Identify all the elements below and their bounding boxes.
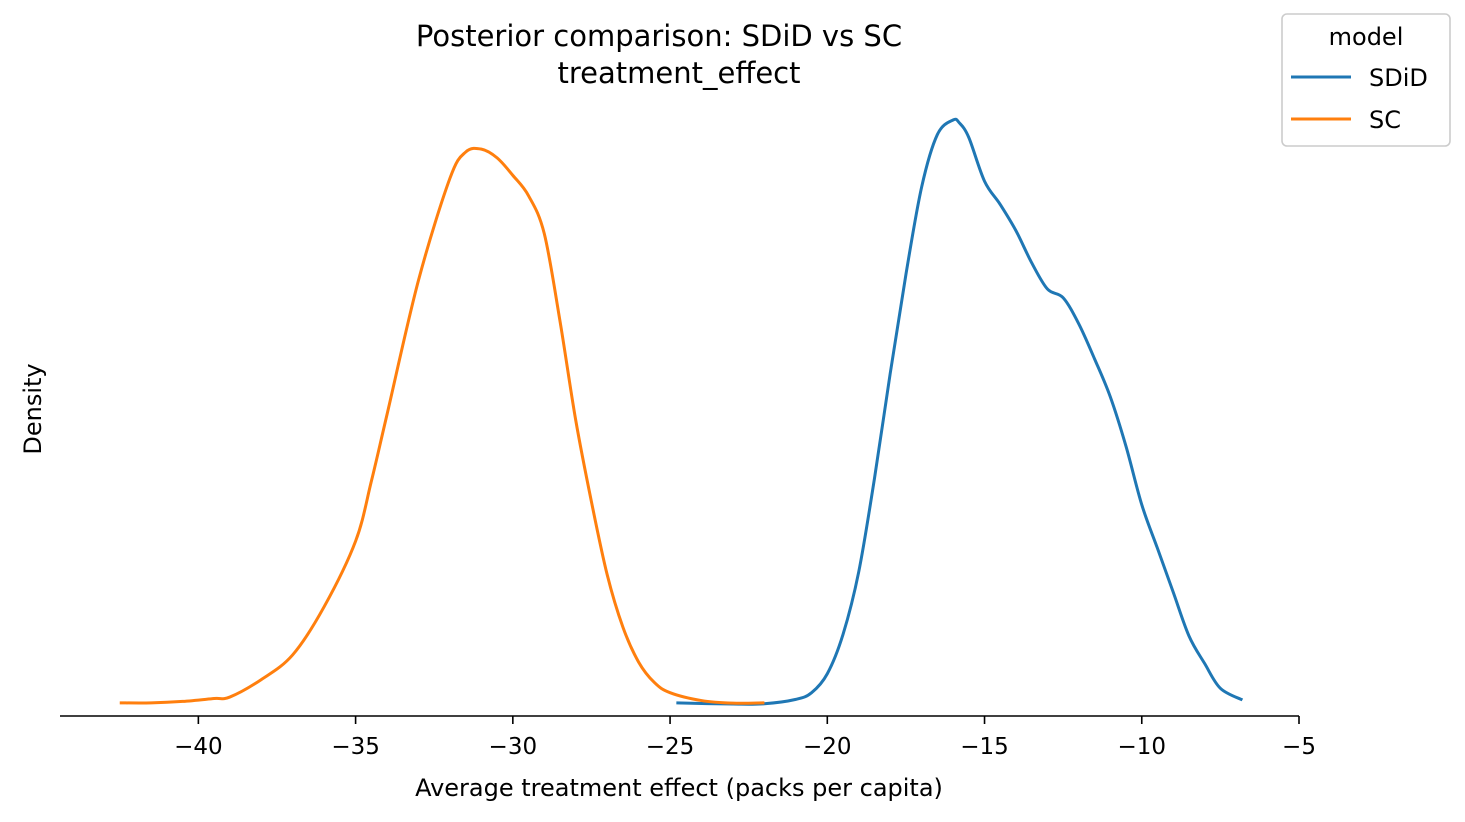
x-tick-label: −20 (803, 734, 852, 760)
x-axis-ticks: −40 −35 −30 −25 −20 −15 −10 −5 (174, 716, 1316, 760)
series-line-sdid (676, 117, 1244, 706)
series-line-sc (119, 146, 765, 705)
legend-title: model (1329, 23, 1404, 51)
y-axis-label: Density (19, 363, 47, 454)
legend: model SDiD SC (1281, 13, 1451, 147)
x-tick-label: −40 (174, 734, 223, 760)
x-tick-label: −15 (960, 734, 1009, 760)
x-tick-label: −5 (1282, 734, 1316, 760)
legend-label-sc: SC (1369, 106, 1401, 134)
x-tick-label: −30 (489, 734, 538, 760)
x-tick-label: −10 (1117, 734, 1166, 760)
x-axis-label: Average treatment effect (packs per capi… (415, 774, 943, 802)
chart-title: Posterior comparison: SDiD vs SC (416, 19, 902, 53)
x-tick-label: −25 (646, 734, 695, 760)
legend-frame (1281, 13, 1451, 147)
plot-area (119, 117, 1244, 706)
chart-subtitle: treatment_effect (558, 56, 801, 90)
x-tick-label: −35 (331, 734, 380, 760)
legend-label-sdid: SDiD (1369, 64, 1428, 92)
